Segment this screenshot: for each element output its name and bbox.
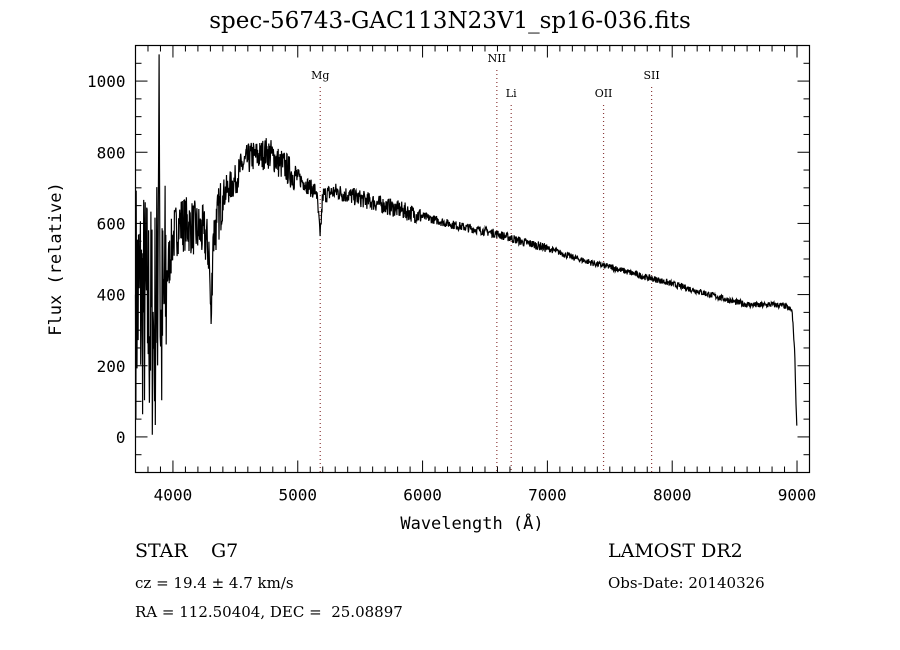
axis-ticks: 4000 5000 6000 7000 8000 9000 0 200 400 600 800 100… xyxy=(87,45,817,505)
x-tick-label: 7000 xyxy=(528,486,567,505)
obs-date: Obs-Date: 20140326 xyxy=(608,574,765,592)
plot-frame xyxy=(134,44,811,474)
survey-label: LAMOST DR2 xyxy=(608,540,743,562)
object-subclass: G7 xyxy=(211,540,239,562)
marker-label-sii: SII xyxy=(643,69,659,82)
y-tick-label: 800 xyxy=(97,143,126,162)
spectrum-line xyxy=(134,54,798,435)
marker-label-mg: Mg xyxy=(311,69,329,82)
redshift-text: cz = 19.4 ± 4.7 km/s xyxy=(135,574,294,592)
coordinates: RA = 112.50404, DEC = 25.08897 xyxy=(135,603,403,621)
y-tick-label: 200 xyxy=(97,357,126,376)
marker-label-li: Li xyxy=(506,87,517,100)
x-tick-label: 5000 xyxy=(278,486,317,505)
y-tick-label: 600 xyxy=(97,214,126,233)
x-tick-label: 8000 xyxy=(653,486,692,505)
y-tick-label: 1000 xyxy=(87,72,126,91)
y-tick-label: 0 xyxy=(116,428,126,447)
x-tick-label: 6000 xyxy=(403,486,442,505)
y-axis-label: Flux (relative) xyxy=(46,182,66,336)
chart-title: spec-56743-GAC113N23V1_sp16-036.fits xyxy=(209,8,691,34)
object-class: STAR xyxy=(135,540,188,562)
marker-label-nii: NII xyxy=(488,52,506,65)
x-axis-label: Wavelength (Å) xyxy=(400,512,543,534)
y-tick-label: 400 xyxy=(97,286,126,305)
x-tick-label: 4000 xyxy=(154,486,193,505)
line-markers: Mg NII Li OII SII xyxy=(311,52,660,473)
marker-label-oii: OII xyxy=(595,87,613,100)
x-tick-label: 9000 xyxy=(778,486,817,505)
